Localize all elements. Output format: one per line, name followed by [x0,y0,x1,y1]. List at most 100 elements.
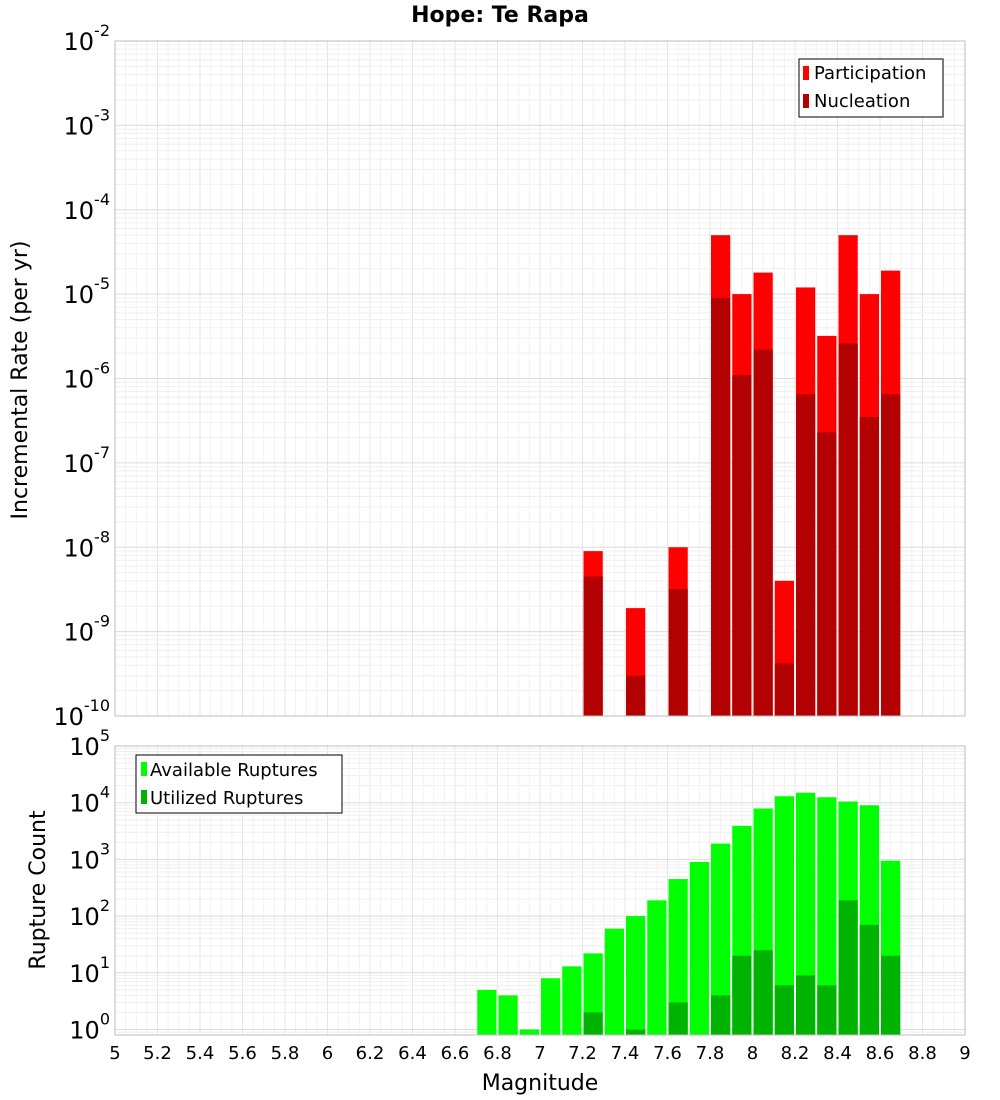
rupture-bar-utilized-ruptures [711,995,731,1035]
legend-swatch-utilized [141,790,147,804]
rupture-bar-available-ruptures [498,995,518,1035]
rupture-bar-available-ruptures [477,989,497,1035]
rupture-bar-available-ruptures [647,900,667,1035]
rupture-y-tick-labels: 100 101 102 103 104 105 [69,726,110,1045]
rate-y-tick-label: 10-5 [64,274,111,309]
legend-swatch-available [141,762,147,776]
rupture-legend-box [135,754,343,814]
rate-y-tick-labels: 10-10 10-9 10-8 10-7 10-6 10-5 10-4 10-3 10-2 [53,21,110,731]
rupture-count-panel: 100 101 102 103 104 105 5 5.2 5.4 5.6 5.8 6 6.2 6.4 6… [26,726,971,1096]
rate-y-axis-label: Incremental Rate (per yr) [8,241,33,520]
rate-y-tick-label: 10-2 [64,21,111,56]
x-tick-label: 5 [109,1043,120,1064]
rate-legend: Participation Nucleation [798,58,944,118]
rupture-bar-available-ruptures [519,1029,539,1035]
rate-y-tick-label: 10-7 [64,443,111,478]
rate-bar-nucleation [711,297,731,716]
rate-bar-nucleation [817,432,837,716]
rupture-bar-available-ruptures [626,916,646,1035]
rate-gridlines [114,40,966,717]
x-axis-label: Magnitude [482,1071,599,1096]
rate-bar-nucleation [626,675,646,716]
rate-bar-nucleation [753,349,773,716]
legend-label-utilized: Utilized Ruptures [150,788,303,809]
rupture-y-tick-label: 105 [69,726,110,761]
legend-label-available: Available Ruptures [150,760,318,781]
rate-y-tick-label: 10-9 [64,612,111,647]
x-tick-label: 8.2 [781,1043,810,1064]
rate-y-tick-label: 10-6 [64,359,111,394]
rate-y-tick-label: 10-3 [64,105,111,140]
rupture-bar-available-ruptures [796,792,816,1035]
rate-y-tick-label: 10-10 [53,696,110,731]
x-tick-label: 5.6 [228,1043,257,1064]
rupture-bar-utilized-ruptures [626,1029,646,1035]
rupture-bar-utilized-ruptures [753,950,773,1035]
rate-bar-nucleation [838,343,858,716]
x-tick-label: 5.4 [186,1043,215,1064]
rupture-bar-available-ruptures [562,966,582,1035]
rupture-bar-utilized-ruptures [817,985,837,1035]
rate-legend-box [798,58,944,118]
rupture-bar-utilized-ruptures [774,985,794,1035]
rate-bar-nucleation [859,416,879,716]
rupture-bar-utilized-ruptures [583,1012,603,1035]
x-tick-label: 7.2 [568,1043,597,1064]
rate-plot-frame [114,40,966,717]
rate-bar-nucleation [774,663,794,716]
x-tick-label: 8.6 [866,1043,895,1064]
rate-y-tick-label: 10-8 [64,527,111,562]
rate-bar-nucleation [668,589,688,716]
x-tick-label: 5.2 [143,1043,172,1064]
rupture-y-tick-label: 102 [69,896,110,931]
rupture-y-tick-label: 101 [69,953,110,988]
rupture-bar-available-ruptures [689,862,709,1035]
x-tick-label: 8.4 [823,1043,852,1064]
x-tick-label: 7 [534,1043,545,1064]
rupture-bar-available-ruptures [668,879,688,1035]
rate-bar-nucleation [583,576,603,716]
rate-bars [583,235,901,717]
rupture-bar-utilized-ruptures [838,900,858,1035]
rupture-bar-available-ruptures [541,978,561,1035]
rupture-bar-available-ruptures [817,797,837,1035]
rate-bar-nucleation [881,394,901,716]
x-tick-label: 6.8 [483,1043,512,1064]
rupture-bar-utilized-ruptures [881,955,901,1035]
x-tick-label: 6.4 [398,1043,427,1064]
rupture-y-tick-label: 104 [69,783,110,818]
x-tick-label: 7.4 [611,1043,640,1064]
rupture-plot-frame [114,745,966,1036]
x-tick-label: 6.2 [356,1043,385,1064]
magnitude-x-tick-labels: 5 5.2 5.4 5.6 5.8 6 6.2 6.4 6.6 6.8 7 7.2 7.4 7.6 7.8 8… [109,1043,970,1064]
rupture-bar-utilized-ruptures [668,1002,688,1035]
rupture-y-tick-label: 100 [69,1010,110,1045]
x-tick-label: 8 [747,1043,758,1064]
rupture-bar-utilized-ruptures [796,975,816,1035]
rupture-bars [477,792,901,1035]
legend-label-participation: Participation [814,63,926,84]
rate-panel: 10-10 10-9 10-8 10-7 10-6 10-5 10-4 10-3 10-2 In… [8,21,966,731]
rupture-bar-available-ruptures [774,796,794,1035]
legend-swatch-participation [803,66,809,80]
rupture-y-axis-label: Rupture Count [26,810,51,970]
rupture-legend: Available Ruptures Utilized Ruptures [135,754,343,814]
x-tick-label: 7.6 [653,1043,682,1064]
rate-bar-nucleation [796,394,816,716]
rupture-bar-utilized-ruptures [732,955,752,1035]
rupture-bar-available-ruptures [711,843,731,1035]
rate-y-tick-label: 10-4 [64,190,111,225]
rupture-bar-utilized-ruptures [859,924,879,1035]
legend-label-nucleation: Nucleation [814,91,910,112]
rate-bar-nucleation [732,375,752,716]
x-tick-label: 6.6 [441,1043,470,1064]
x-tick-label: 7.8 [696,1043,725,1064]
legend-swatch-nucleation [803,94,809,108]
rupture-y-tick-label: 103 [69,839,110,874]
x-tick-label: 8.8 [908,1043,937,1064]
rupture-bar-available-ruptures [604,928,624,1035]
chart-title: Hope: Te Rapa [411,3,589,28]
x-tick-label: 5.8 [271,1043,300,1064]
x-tick-label: 6 [322,1043,333,1064]
